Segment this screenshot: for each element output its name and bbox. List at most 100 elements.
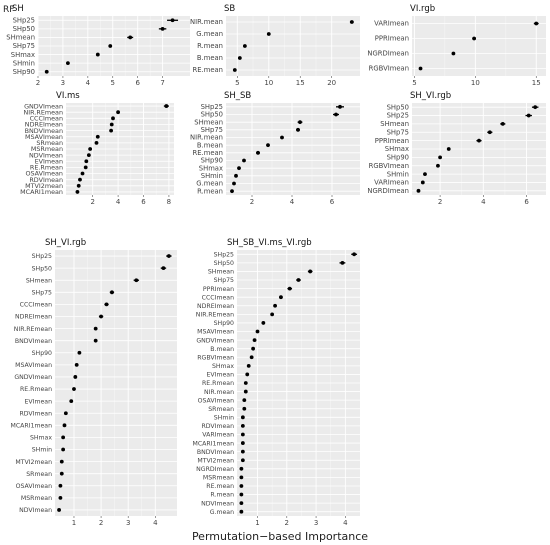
data-point (93, 326, 98, 331)
data-point (108, 44, 113, 48)
x-tick-label: 5 (235, 79, 239, 87)
y-tick-label: MSAVImean (15, 362, 52, 369)
data-point (59, 471, 64, 476)
y-tick-label: SHp50 (13, 25, 35, 33)
y-tick-label: GNDVImean (24, 102, 63, 110)
y-tick-label: NGRDImean (196, 466, 234, 473)
x-tick-label: 2 (36, 79, 40, 87)
data-point (59, 459, 64, 464)
data-point (99, 314, 103, 319)
x-tick-label: 4 (116, 198, 121, 206)
x-tick-label: 4 (86, 79, 91, 87)
data-point (352, 252, 357, 257)
x-tick-label: 2 (250, 198, 254, 206)
data-point (487, 130, 492, 135)
x-tick-label: 10 (471, 79, 480, 87)
y-tick-label: PPRImean (203, 286, 234, 293)
data-point (243, 381, 248, 385)
y-tick-label: RE.Rmean (202, 380, 234, 387)
y-tick-label: B.mean (210, 346, 234, 353)
data-point (232, 68, 237, 72)
data-point (240, 424, 245, 428)
data-point (298, 120, 302, 125)
y-tick-label: R.mean (197, 42, 223, 50)
y-tick-label: SHmin (201, 172, 223, 180)
y-tick-label: SRmean (36, 139, 63, 147)
data-point (58, 483, 63, 488)
data-point (273, 303, 277, 308)
y-tick-label: SHmax (199, 164, 223, 172)
y-tick-label: NIR.mean (204, 389, 234, 396)
y-tick-label: RDVImean (29, 176, 63, 184)
y-tick-label: OSAVImean (16, 483, 52, 490)
panel-title: SH_SB (224, 91, 251, 101)
data-point (95, 52, 100, 57)
data-point (86, 153, 91, 158)
y-tick-label: SHmin (387, 170, 409, 178)
panel-title: SH_VI.rgb (410, 91, 451, 101)
data-point (296, 127, 300, 132)
data-point (166, 254, 171, 258)
data-point (44, 69, 49, 74)
data-point (239, 466, 244, 471)
data-point (237, 166, 241, 171)
y-tick-label: B.mean (197, 141, 223, 149)
data-point (251, 346, 256, 351)
x-tick-label: 6 (135, 79, 140, 87)
x-tick-label: 3 (126, 519, 130, 527)
y-tick-label: SHmean (380, 120, 409, 128)
y-tick-label: SHp25 (13, 16, 35, 24)
data-point (77, 350, 82, 355)
data-point (237, 56, 242, 60)
data-point (500, 122, 505, 126)
y-tick-label: CCCImean (20, 302, 52, 309)
data-point (261, 321, 266, 325)
x-tick-label: 1 (255, 519, 259, 527)
data-point (63, 411, 68, 416)
y-tick-label: SHp75 (387, 128, 409, 136)
y-tick-label: SHp90 (13, 68, 35, 76)
data-point (62, 423, 67, 428)
x-tick-label: 2 (285, 519, 289, 527)
y-tick-label: SRmean (26, 471, 52, 478)
y-tick-label: SHmax (11, 51, 35, 59)
data-point (78, 177, 82, 182)
panel-6: SH_VI.rgbSHp50SHp25SHmeanSHp75PPRImeanSH… (367, 91, 546, 206)
y-tick-label: G.mean (210, 509, 234, 516)
y-tick-label: EVImean (206, 372, 234, 379)
y-tick-label: BNDVImean (197, 449, 234, 456)
data-point (239, 475, 244, 480)
data-point (334, 112, 338, 117)
y-tick-label: VARImean (202, 432, 234, 439)
corner-label: RF (3, 5, 14, 15)
y-tick-label: NIR.mean (190, 134, 223, 142)
y-tick-label: MSRmean (21, 495, 52, 502)
data-point (161, 266, 166, 271)
y-tick-label: VARImean (374, 20, 409, 28)
data-point (249, 355, 254, 360)
y-tick-label: RE.mean (193, 66, 223, 74)
data-point (420, 180, 425, 185)
x-tick-label: 2 (99, 519, 103, 527)
panel-title: VI.rgb (410, 4, 435, 14)
y-tick-label: NDVImean (29, 151, 63, 159)
data-point (243, 389, 248, 394)
y-tick-label: MCARI1mean (11, 423, 53, 430)
data-point (61, 447, 66, 452)
x-tick-label: 4 (343, 519, 348, 527)
data-point (240, 415, 245, 420)
y-tick-label: MSRmean (203, 475, 234, 482)
y-tick-label: PPRImean (375, 35, 409, 43)
data-point (104, 302, 109, 307)
data-point (80, 171, 85, 176)
data-point (296, 278, 301, 282)
y-tick-label: SHmean (194, 118, 223, 126)
x-tick-label: 4 (290, 198, 295, 206)
x-tick-label: 6 (330, 198, 335, 206)
y-tick-label: OSAVImean (198, 397, 234, 404)
y-tick-label: R.mean (210, 492, 234, 499)
y-tick-label: NIR.REmean (23, 108, 63, 116)
